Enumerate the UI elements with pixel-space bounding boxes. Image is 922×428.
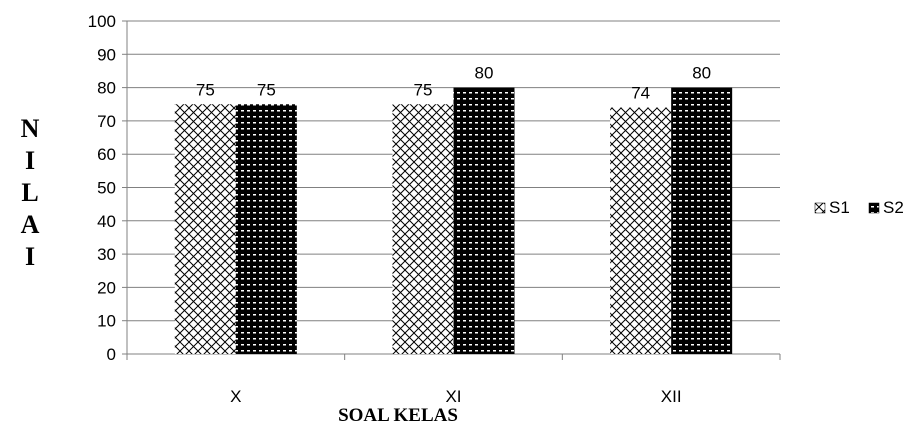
y-tick-label: 100	[88, 12, 116, 31]
legend-swatch-s2	[868, 202, 880, 214]
legend: S1 S2	[814, 198, 904, 217]
legend-label: S1	[829, 198, 850, 217]
y-axis-title-letter: I	[25, 146, 35, 175]
y-tick-label: 30	[97, 245, 116, 264]
legend-label: S2	[883, 198, 904, 217]
bar-s2	[671, 87, 733, 354]
y-tick-label: 50	[97, 179, 116, 198]
y-axis-title-letter: L	[21, 178, 38, 207]
y-axis-title-letter: I	[25, 242, 35, 271]
y-tick-label: 40	[97, 212, 116, 231]
bar-s2	[235, 104, 297, 354]
bars	[174, 87, 733, 354]
y-tick-label: 70	[97, 112, 116, 131]
x-axis-title: SOAL KELAS	[338, 405, 458, 426]
bar-s2	[453, 87, 515, 354]
labels: 0 10 20 30 40 50 60 70 80 90 100 X 75 75 XI 75 80 XII 74 80	[88, 12, 712, 406]
y-axis-title-letter: A	[21, 210, 40, 239]
y-tick-label: 20	[97, 278, 116, 297]
y-axis-title-letter: N	[21, 114, 40, 143]
x-category-label: XII	[661, 387, 682, 406]
bar-s1	[174, 104, 236, 354]
y-tick-label: 80	[97, 79, 116, 98]
x-category-label: XI	[445, 387, 461, 406]
bar-s1	[610, 107, 672, 354]
y-tick-label: 0	[107, 345, 116, 364]
data-label: 75	[196, 80, 215, 99]
y-tick-label: 60	[97, 145, 116, 164]
data-label: 75	[414, 80, 433, 99]
y-tick-label: 90	[97, 45, 116, 64]
x-category-label: X	[230, 387, 241, 406]
data-label: 80	[692, 64, 711, 83]
legend-swatch-s1	[814, 202, 826, 214]
bar-s1	[392, 104, 454, 354]
y-tick-label: 10	[97, 312, 116, 331]
data-label: 80	[475, 64, 494, 83]
data-label: 75	[257, 80, 276, 99]
data-label: 74	[631, 84, 650, 103]
